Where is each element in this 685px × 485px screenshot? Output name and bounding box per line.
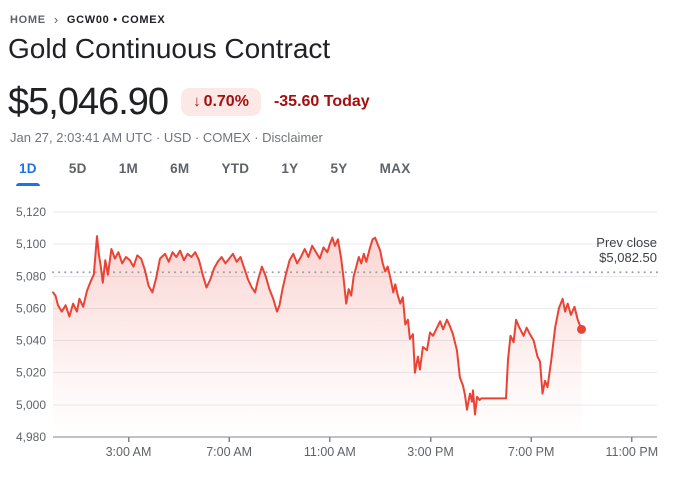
price-area-fill [53,235,582,437]
change-percent: 0.70% [203,92,249,110]
change-amount: -35.60 Today [273,92,370,110]
prev-close-label: Prev close [596,235,657,250]
breadcrumb-home-link[interactable]: HOME [10,14,46,26]
y-axis-label: 5,060 [16,301,46,315]
price-chart[interactable]: 4,980 5,000 5,020 5,040 5,060 5,080 5,100 5,120… [0,199,685,480]
down-arrow-icon: ↓ [193,93,201,111]
quote-meta: Jan 27, 2:03:41 AM UTC · USD · COMEX · D… [10,130,685,145]
disclaimer-link[interactable]: Disclaimer [262,129,323,145]
tab-5y[interactable]: 5Y [330,157,347,186]
tab-ytd[interactable]: YTD [221,157,249,186]
y-axis-label: 5,020 [16,366,46,380]
x-axis-label: 7:00 AM [206,445,252,459]
tab-max[interactable]: MAX [380,157,411,186]
current-price: $5,046.90 [8,80,169,123]
tab-5d[interactable]: 5D [69,157,87,186]
x-axis-label: 3:00 PM [407,445,454,459]
x-axis-label: 3:00 AM [106,445,152,459]
last-price-dot [577,324,586,334]
tab-1d[interactable]: 1D [16,157,40,186]
breadcrumb-current: GCW00 • COMEX [66,14,166,26]
x-axis-label: 11:00 PM [606,445,659,459]
price-row: $5,046.90 ↓ 0.70% -35.60 Today [8,83,685,121]
price-line [52,234,583,416]
page-title: Gold Continuous Contract [8,33,331,64]
breadcrumb: HOME › GCW00 • COMEX [0,0,685,26]
x-axis-label: 11:00 AM [304,445,356,459]
range-tabs: 1D 5D 1M 6M YTD 1Y 5Y MAX [16,157,685,186]
y-axis-label: 5,040 [16,333,46,347]
y-axis-label: 5,120 [16,205,46,219]
tab-1m[interactable]: 1M [119,157,138,186]
x-axis-label: 7:00 PM [508,445,555,459]
chevron-right-icon: › [53,12,59,27]
y-axis-label: 5,100 [16,237,46,251]
prev-close-value: $5,082.50 [599,250,657,265]
tab-6m[interactable]: 6M [170,157,189,186]
quote-timestamp: Jan 27, 2:03:41 AM UTC · USD · COMEX · [10,129,259,145]
tab-1y[interactable]: 1Y [281,157,298,186]
y-axis-label: 5,080 [16,269,46,283]
change-badge: ↓ 0.70% [181,87,261,116]
y-axis-label: 5,000 [16,398,46,412]
chart-svg[interactable]: 4,980 5,000 5,020 5,040 5,060 5,080 5,100 5,120… [0,199,685,480]
y-axis-label: 4,980 [16,430,46,444]
